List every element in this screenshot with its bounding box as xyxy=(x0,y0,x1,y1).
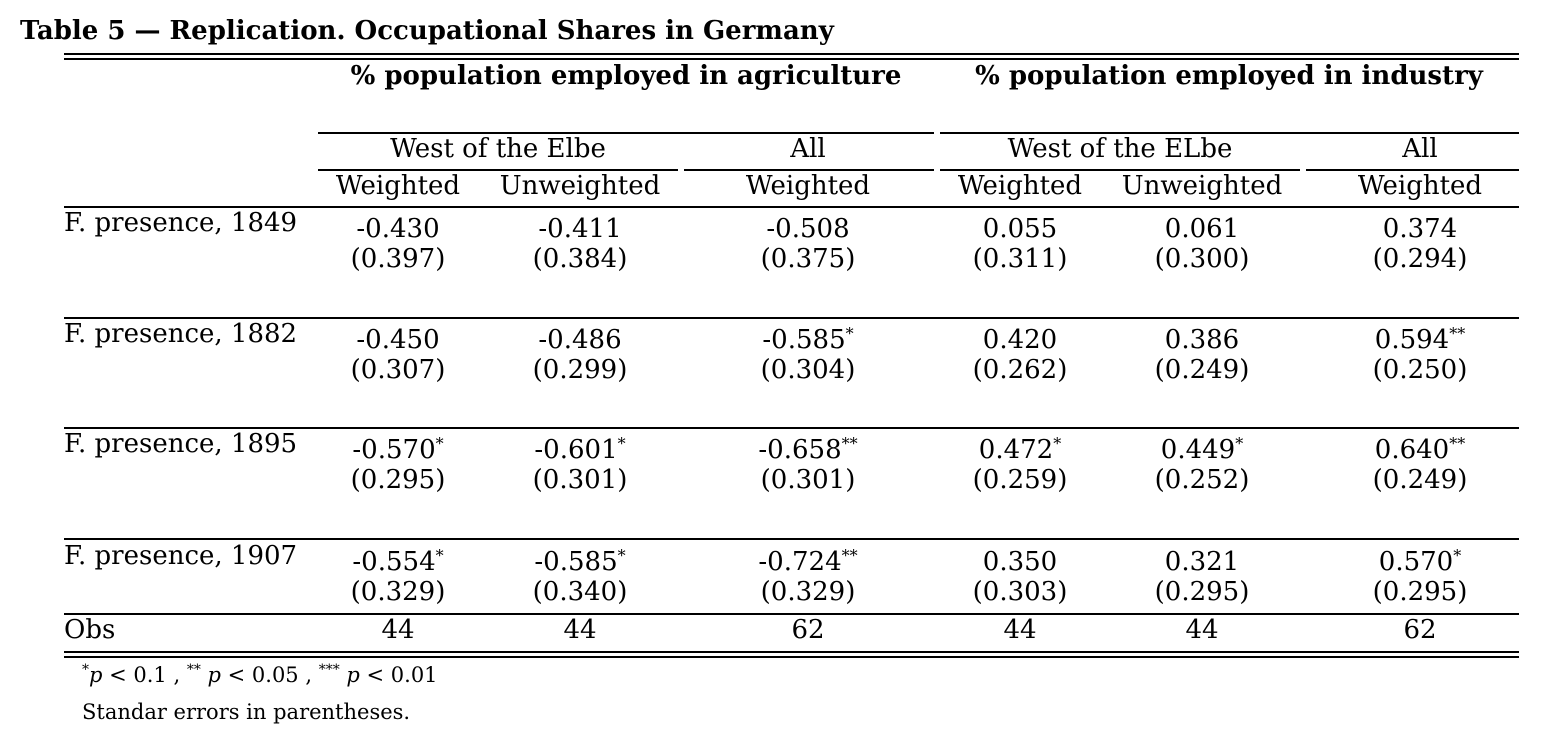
se-1895-col5: (0.252) xyxy=(1154,465,1250,495)
coef-1882-col6: 0.594** xyxy=(1374,324,1466,355)
coef-1907-col4: 0.350 xyxy=(982,547,1058,577)
obs-col1: 44 xyxy=(381,615,415,645)
coef-1849-col5: 0.061 xyxy=(1164,214,1240,244)
se-1882-col6: (0.250) xyxy=(1372,355,1468,385)
obs-label: Obs xyxy=(64,615,116,645)
header-bottom-rule xyxy=(64,206,1519,208)
coef-1907-col2: -0.585* xyxy=(534,546,626,577)
se-1882-col3: (0.304) xyxy=(760,355,856,385)
col-header-2: Unweighted xyxy=(499,171,661,201)
row-label-1895: F. presence, 1895 xyxy=(64,429,298,459)
coef-1907-col5: 0.321 xyxy=(1164,547,1240,577)
row-divider-2 xyxy=(64,427,1519,429)
table-caption: Table 5 — Replication. Occupational Shar… xyxy=(20,16,834,46)
row-label-1907: F. presence, 1907 xyxy=(64,541,298,571)
se-1907-col4: (0.303) xyxy=(972,577,1068,607)
se-1849-col2: (0.384) xyxy=(532,244,628,274)
se-1882-col1: (0.307) xyxy=(350,355,446,385)
coef-1895-col4: 0.472* xyxy=(978,434,1062,465)
header-agriculture: % population employed in agriculture xyxy=(350,61,902,91)
coef-1882-col3: -0.585* xyxy=(762,324,854,355)
se-1895-col1: (0.295) xyxy=(350,465,446,495)
se-1907-col2: (0.340) xyxy=(532,577,628,607)
se-1907-col1: (0.329) xyxy=(350,577,446,607)
coef-1895-col3: -0.658** xyxy=(758,434,858,465)
coef-1895-col1: -0.570* xyxy=(352,434,444,465)
coef-1849-col3: -0.508 xyxy=(766,214,850,244)
west-industry-underline xyxy=(940,169,1300,171)
obs-col5: 44 xyxy=(1185,615,1219,645)
coef-1895-col6: 0.640** xyxy=(1374,434,1466,465)
se-1907-col6: (0.295) xyxy=(1372,577,1468,607)
coef-1895-col5: 0.449* xyxy=(1160,434,1244,465)
coef-1849-col1: -0.430 xyxy=(356,214,440,244)
se-1907-col5: (0.295) xyxy=(1154,577,1250,607)
coef-1882-col4: 0.420 xyxy=(982,325,1058,355)
coef-1907-col6: 0.570* xyxy=(1378,546,1462,577)
subheader-all-agriculture: All xyxy=(790,134,826,164)
row-divider-1 xyxy=(64,317,1519,319)
se-1895-col6: (0.249) xyxy=(1372,465,1468,495)
standard-errors-note: Standar errors in parentheses. xyxy=(82,700,411,724)
obs-col6: 62 xyxy=(1403,615,1437,645)
coef-1849-col6: 0.374 xyxy=(1382,214,1458,244)
row-divider-3 xyxy=(64,538,1519,540)
top-rule-1 xyxy=(64,53,1519,55)
col-header-4: Weighted xyxy=(957,171,1083,201)
se-1882-col2: (0.299) xyxy=(532,355,628,385)
row-label-1882: F. presence, 1882 xyxy=(64,319,298,349)
subheader-all-industry: All xyxy=(1402,134,1438,164)
subheader-west-agriculture: West of the Elbe xyxy=(390,134,606,164)
se-1849-col3: (0.375) xyxy=(760,244,856,274)
coef-1849-col2: -0.411 xyxy=(538,214,622,244)
obs-top-rule xyxy=(64,613,1519,615)
all-industry-underline xyxy=(1306,169,1519,171)
se-1895-col4: (0.259) xyxy=(972,465,1068,495)
obs-col4: 44 xyxy=(1003,615,1037,645)
se-1849-col6: (0.294) xyxy=(1372,244,1468,274)
subheader-west-industry: West of the ELbe xyxy=(1007,134,1233,164)
se-1895-col2: (0.301) xyxy=(532,465,628,495)
all-agriculture-underline xyxy=(684,169,934,171)
industry-underline xyxy=(940,132,1519,134)
se-1882-col4: (0.262) xyxy=(972,355,1068,385)
col-header-1: Weighted xyxy=(335,171,461,201)
significance-note: *p < 0.1 , ** p < 0.05 , *** p < 0.01 xyxy=(82,662,438,687)
se-1849-col1: (0.397) xyxy=(350,244,446,274)
top-rule-2 xyxy=(64,58,1519,60)
bottom-rule-2 xyxy=(64,656,1519,658)
col-header-5: Unweighted xyxy=(1121,171,1283,201)
se-1895-col3: (0.301) xyxy=(760,465,856,495)
col-header-6: Weighted xyxy=(1357,171,1483,201)
west-agriculture-underline xyxy=(318,169,678,171)
coef-1882-col2: -0.486 xyxy=(538,325,622,355)
obs-col3: 62 xyxy=(791,615,825,645)
coef-1849-col4: 0.055 xyxy=(982,214,1058,244)
se-1907-col3: (0.329) xyxy=(760,577,856,607)
col-header-3: Weighted xyxy=(745,171,871,201)
se-1849-col4: (0.311) xyxy=(972,244,1068,274)
coef-1882-col5: 0.386 xyxy=(1164,325,1240,355)
agriculture-underline xyxy=(318,132,934,134)
row-label-1849: F. presence, 1849 xyxy=(64,208,298,238)
se-1882-col5: (0.249) xyxy=(1154,355,1250,385)
coef-1882-col1: -0.450 xyxy=(356,325,440,355)
se-1849-col5: (0.300) xyxy=(1154,244,1250,274)
coef-1907-col3: -0.724** xyxy=(758,546,858,577)
coef-1907-col1: -0.554* xyxy=(352,546,444,577)
header-industry: % population employed in industry xyxy=(975,61,1483,91)
bottom-rule-1 xyxy=(64,651,1519,653)
obs-col2: 44 xyxy=(563,615,597,645)
coef-1895-col2: -0.601* xyxy=(534,434,626,465)
